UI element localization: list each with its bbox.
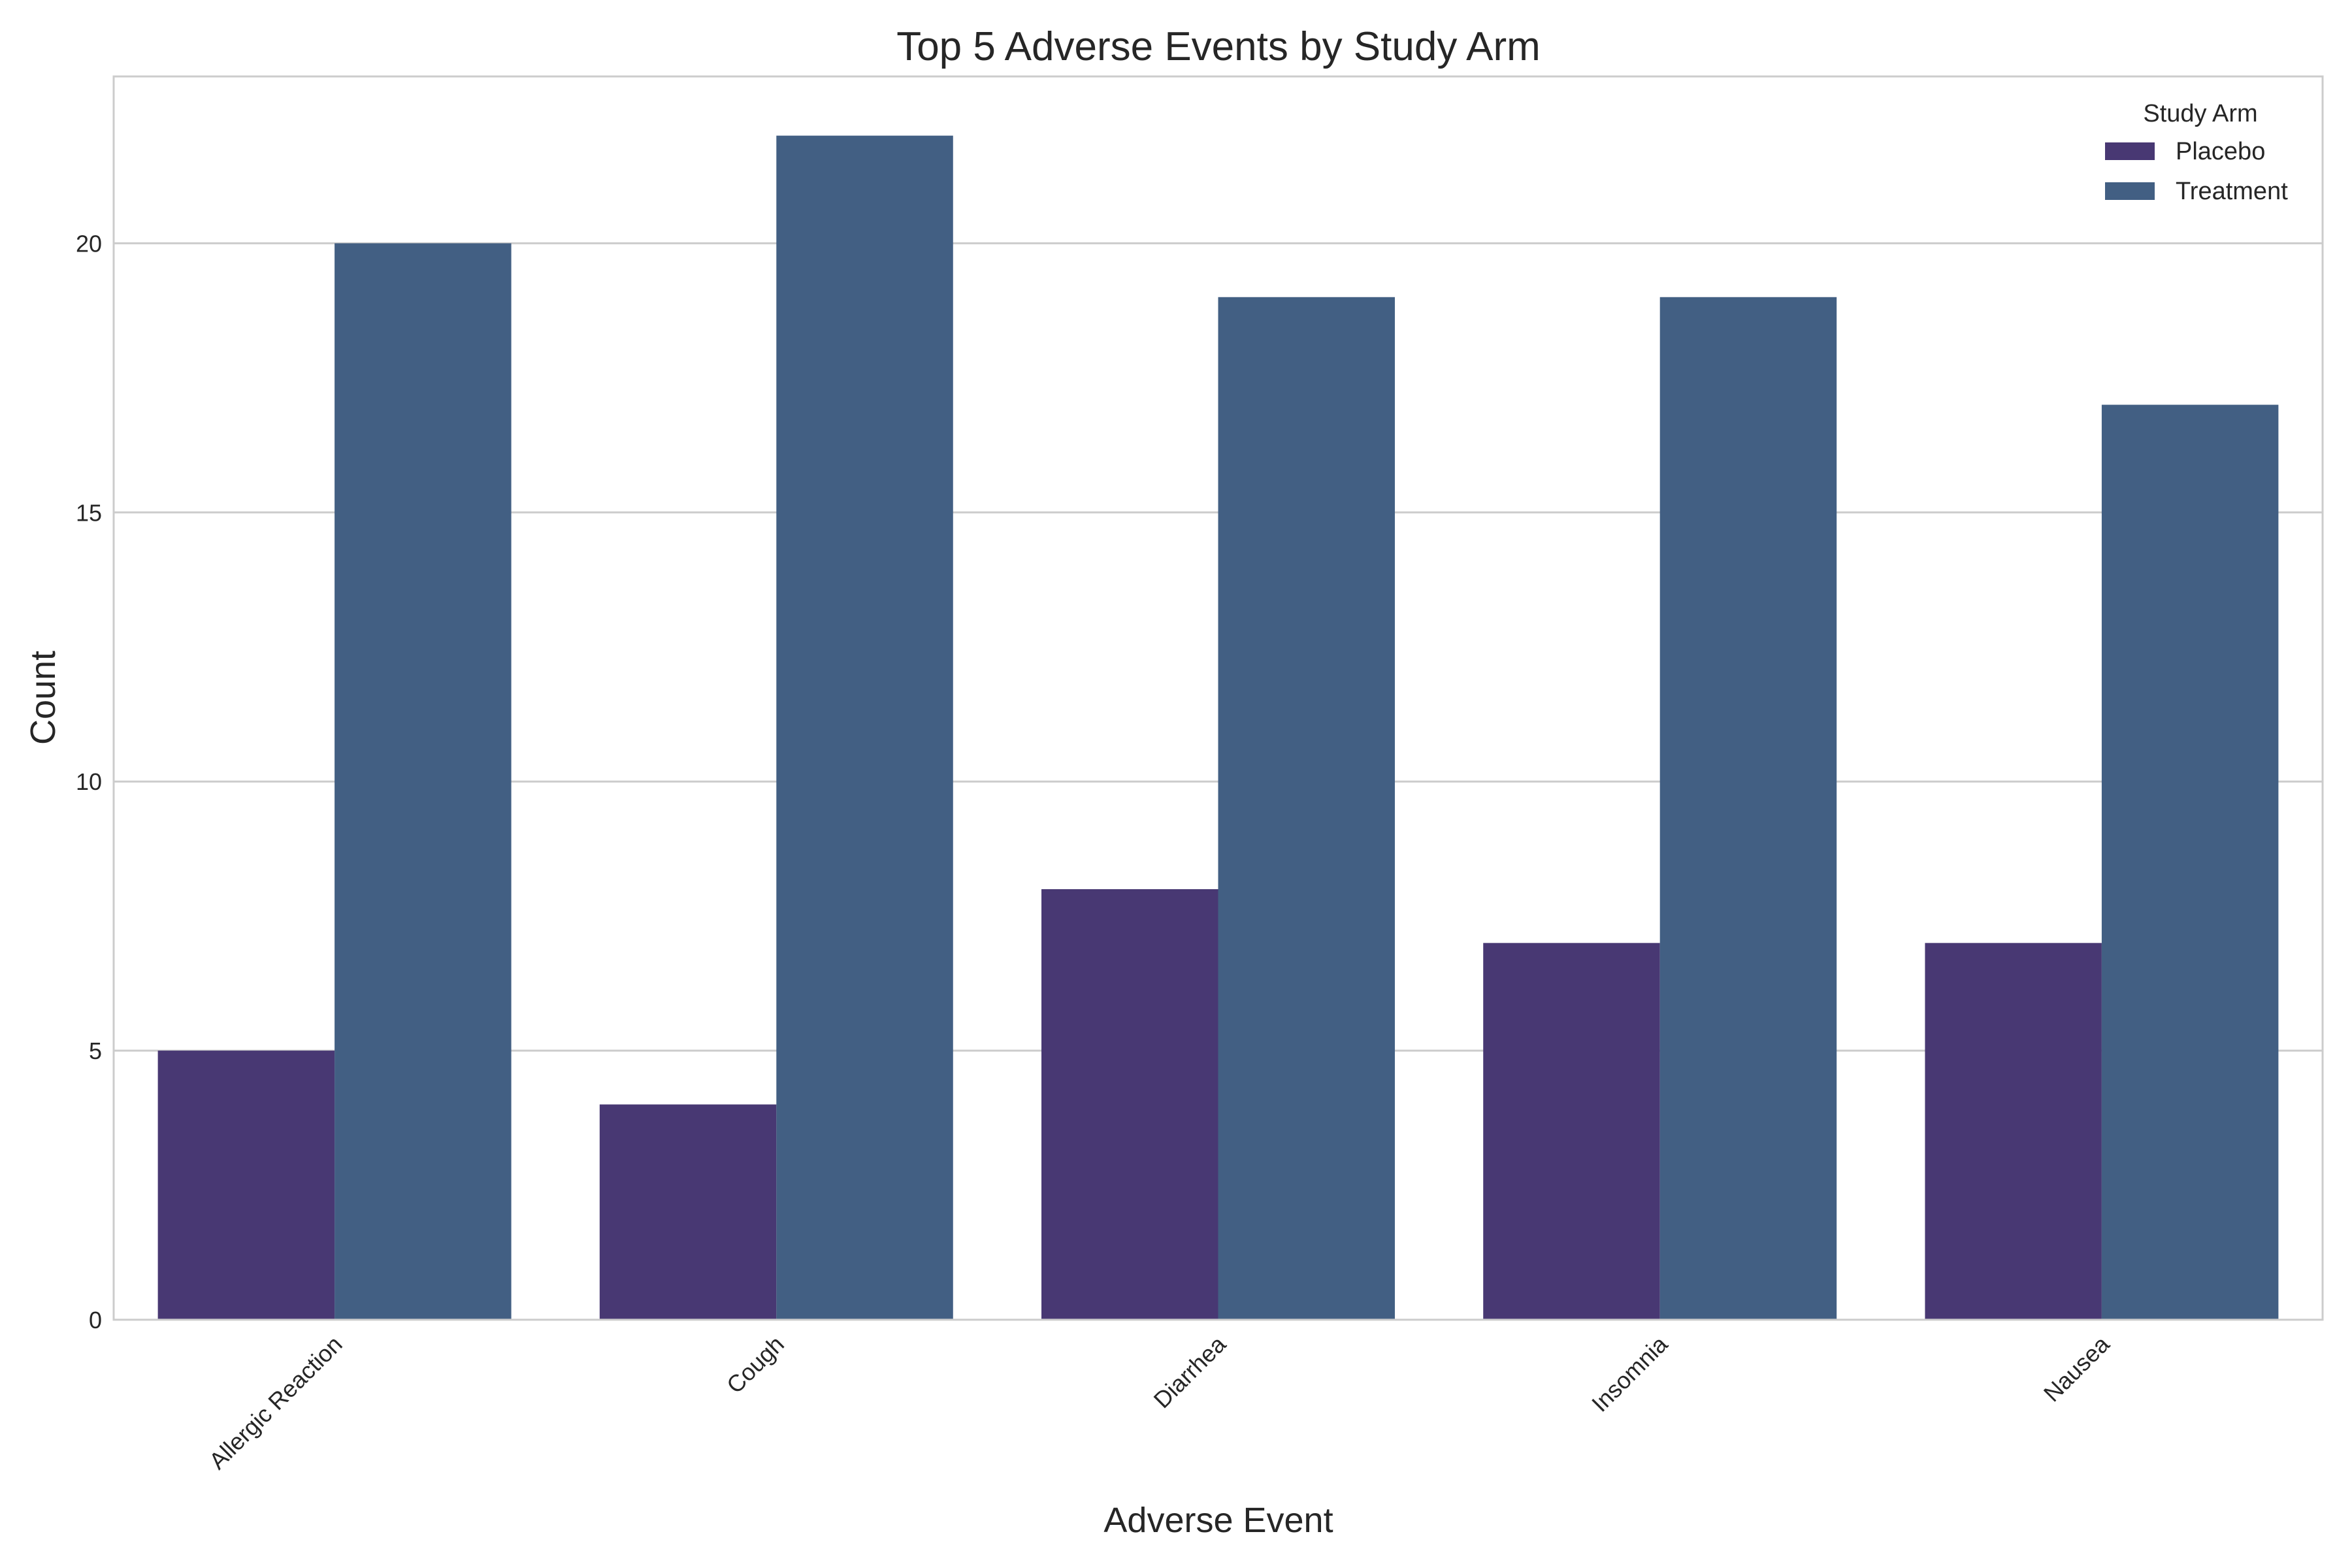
bar-placebo-nausea [1925, 943, 2102, 1320]
legend-label-placebo: Placebo [2176, 138, 2265, 165]
bars [157, 135, 2279, 1320]
chart-title: Top 5 Adverse Events by Study Arm [896, 24, 1541, 69]
plot-frame [112, 75, 2324, 1321]
x-tick-labels: Allergic Reaction Cough Diarrhea Insomnia Na… [204, 1330, 2115, 1475]
x-tick-label: Allergic Reaction [204, 1331, 348, 1475]
x-axis-label: Adverse Event [1103, 1501, 1333, 1540]
y-tick-label: 5 [89, 1037, 102, 1064]
legend: Study Arm Placebo Treatment [2105, 100, 2288, 205]
legend-swatch-placebo [2105, 142, 2155, 160]
bar-treatment-insomnia [1659, 297, 1837, 1320]
bar-placebo-insomnia [1483, 943, 1660, 1320]
y-tick-label: 20 [76, 230, 102, 257]
x-tick-label: Insomnia [1586, 1330, 1673, 1417]
y-axis-label: Count [24, 651, 63, 745]
bar-treatment-diarrhea [1218, 297, 1395, 1320]
bar-treatment-cough [776, 135, 953, 1320]
bar-placebo-allergic-reaction [157, 1051, 335, 1320]
x-tick-label: Nausea [2038, 1330, 2115, 1407]
legend-label-treatment: Treatment [2176, 178, 2288, 205]
x-tick-label: Cough [721, 1331, 789, 1399]
y-tick-label: 0 [89, 1307, 102, 1333]
x-tick-label: Diarrhea [1149, 1330, 1232, 1413]
legend-swatch-treatment [2105, 182, 2155, 200]
bar-treatment-allergic-reaction [335, 243, 512, 1320]
bar-placebo-cough [599, 1104, 777, 1320]
legend-title: Study Arm [2143, 100, 2257, 127]
y-tick-label: 15 [76, 499, 102, 526]
y-tick-label: 10 [76, 768, 102, 795]
y-tick-labels: 0 5 10 15 20 [76, 230, 102, 1333]
bar-treatment-nausea [2101, 404, 2279, 1320]
bar-placebo-diarrhea [1041, 889, 1218, 1320]
